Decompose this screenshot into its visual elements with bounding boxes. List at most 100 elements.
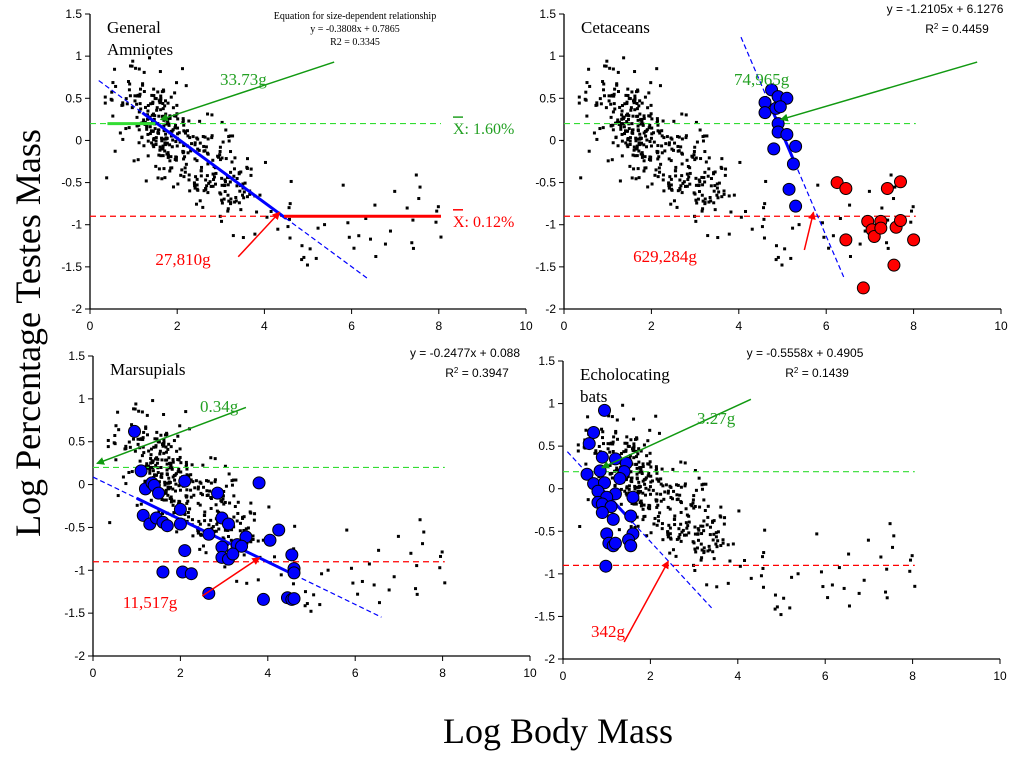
data-point (695, 201, 699, 205)
data-point (173, 91, 177, 95)
data-point (774, 244, 778, 248)
data-point (619, 124, 623, 128)
data-point (688, 171, 692, 175)
data-point (633, 487, 637, 491)
data-point (388, 229, 392, 233)
data-point (910, 554, 914, 558)
data-point (235, 519, 239, 523)
regression-line-solid (141, 111, 288, 220)
data-point (624, 129, 628, 133)
data-point (687, 514, 691, 518)
data-point (691, 501, 695, 505)
data-point (697, 528, 701, 532)
data-point (761, 566, 765, 570)
data-point (713, 208, 717, 212)
data-point (241, 182, 245, 186)
data-point (169, 500, 173, 504)
data-point (145, 413, 149, 417)
data-point (201, 135, 205, 139)
data-point (114, 458, 118, 462)
highlight-point-blue (235, 539, 249, 553)
data-point (164, 491, 168, 495)
data-point (153, 127, 157, 131)
data-point (656, 144, 660, 148)
y-tick-label: 1 (548, 397, 555, 411)
data-point (628, 136, 632, 140)
data-point (234, 195, 238, 199)
data-point (224, 128, 228, 132)
data-point (133, 94, 137, 98)
highlight-point-blue (211, 486, 225, 500)
data-point (622, 122, 626, 126)
data-point (880, 206, 884, 210)
data-point (212, 175, 216, 179)
data-point (648, 123, 652, 127)
y-tick-label: 1 (549, 49, 556, 63)
data-point (909, 558, 913, 562)
annotation-arrow-low (803, 211, 816, 251)
data-point (643, 155, 647, 159)
data-point (701, 183, 705, 187)
data-point (434, 220, 438, 224)
data-point (160, 114, 164, 118)
data-point (127, 470, 131, 474)
data-point (136, 437, 140, 441)
data-point (171, 487, 175, 491)
data-point (627, 487, 631, 491)
data-point (694, 550, 698, 554)
data-point (165, 118, 169, 122)
data-point (202, 485, 206, 489)
data-point (151, 469, 155, 473)
data-point (218, 145, 222, 149)
data-point (209, 184, 213, 188)
data-point (673, 514, 677, 518)
data-point (156, 471, 160, 475)
data-point (627, 96, 631, 100)
data-point (157, 114, 161, 118)
data-point (679, 460, 683, 464)
data-point (587, 149, 591, 153)
data-point (232, 167, 236, 171)
data-point (226, 209, 230, 213)
data-point (789, 256, 793, 260)
data-point (702, 176, 706, 180)
data-point (679, 145, 683, 149)
data-point (634, 139, 638, 143)
data-point (619, 502, 623, 506)
data-point (141, 83, 145, 87)
x-tick-label: 8 (909, 669, 916, 683)
data-point (199, 174, 203, 178)
data-point (621, 403, 625, 407)
data-point (137, 123, 141, 127)
data-point (203, 135, 207, 139)
x-tick-label: 0 (561, 319, 568, 333)
data-point (673, 141, 677, 145)
x-tick-label: 8 (910, 319, 917, 333)
data-point (578, 525, 582, 529)
data-point (611, 450, 615, 454)
data-point (347, 235, 351, 239)
data-point (650, 117, 654, 121)
data-point (586, 498, 590, 502)
data-point (701, 207, 705, 211)
y-tick-label: -1.5 (61, 260, 82, 274)
data-point (700, 175, 704, 179)
data-point (635, 147, 639, 151)
data-point (162, 137, 166, 141)
highlight-point-blue (202, 527, 216, 541)
data-point (163, 176, 167, 180)
data-point (647, 91, 651, 95)
data-point (660, 527, 664, 531)
data-point (252, 518, 256, 522)
data-point (693, 145, 697, 149)
data-point (698, 128, 702, 132)
data-point (671, 467, 675, 471)
data-point (584, 462, 588, 466)
data-point (139, 107, 143, 111)
highlight-point-red (839, 181, 853, 195)
data-point (885, 596, 889, 600)
data-point (629, 470, 633, 474)
mean-label-high: X: 1.60% (453, 121, 514, 138)
data-point (625, 435, 629, 439)
data-point (708, 548, 712, 552)
